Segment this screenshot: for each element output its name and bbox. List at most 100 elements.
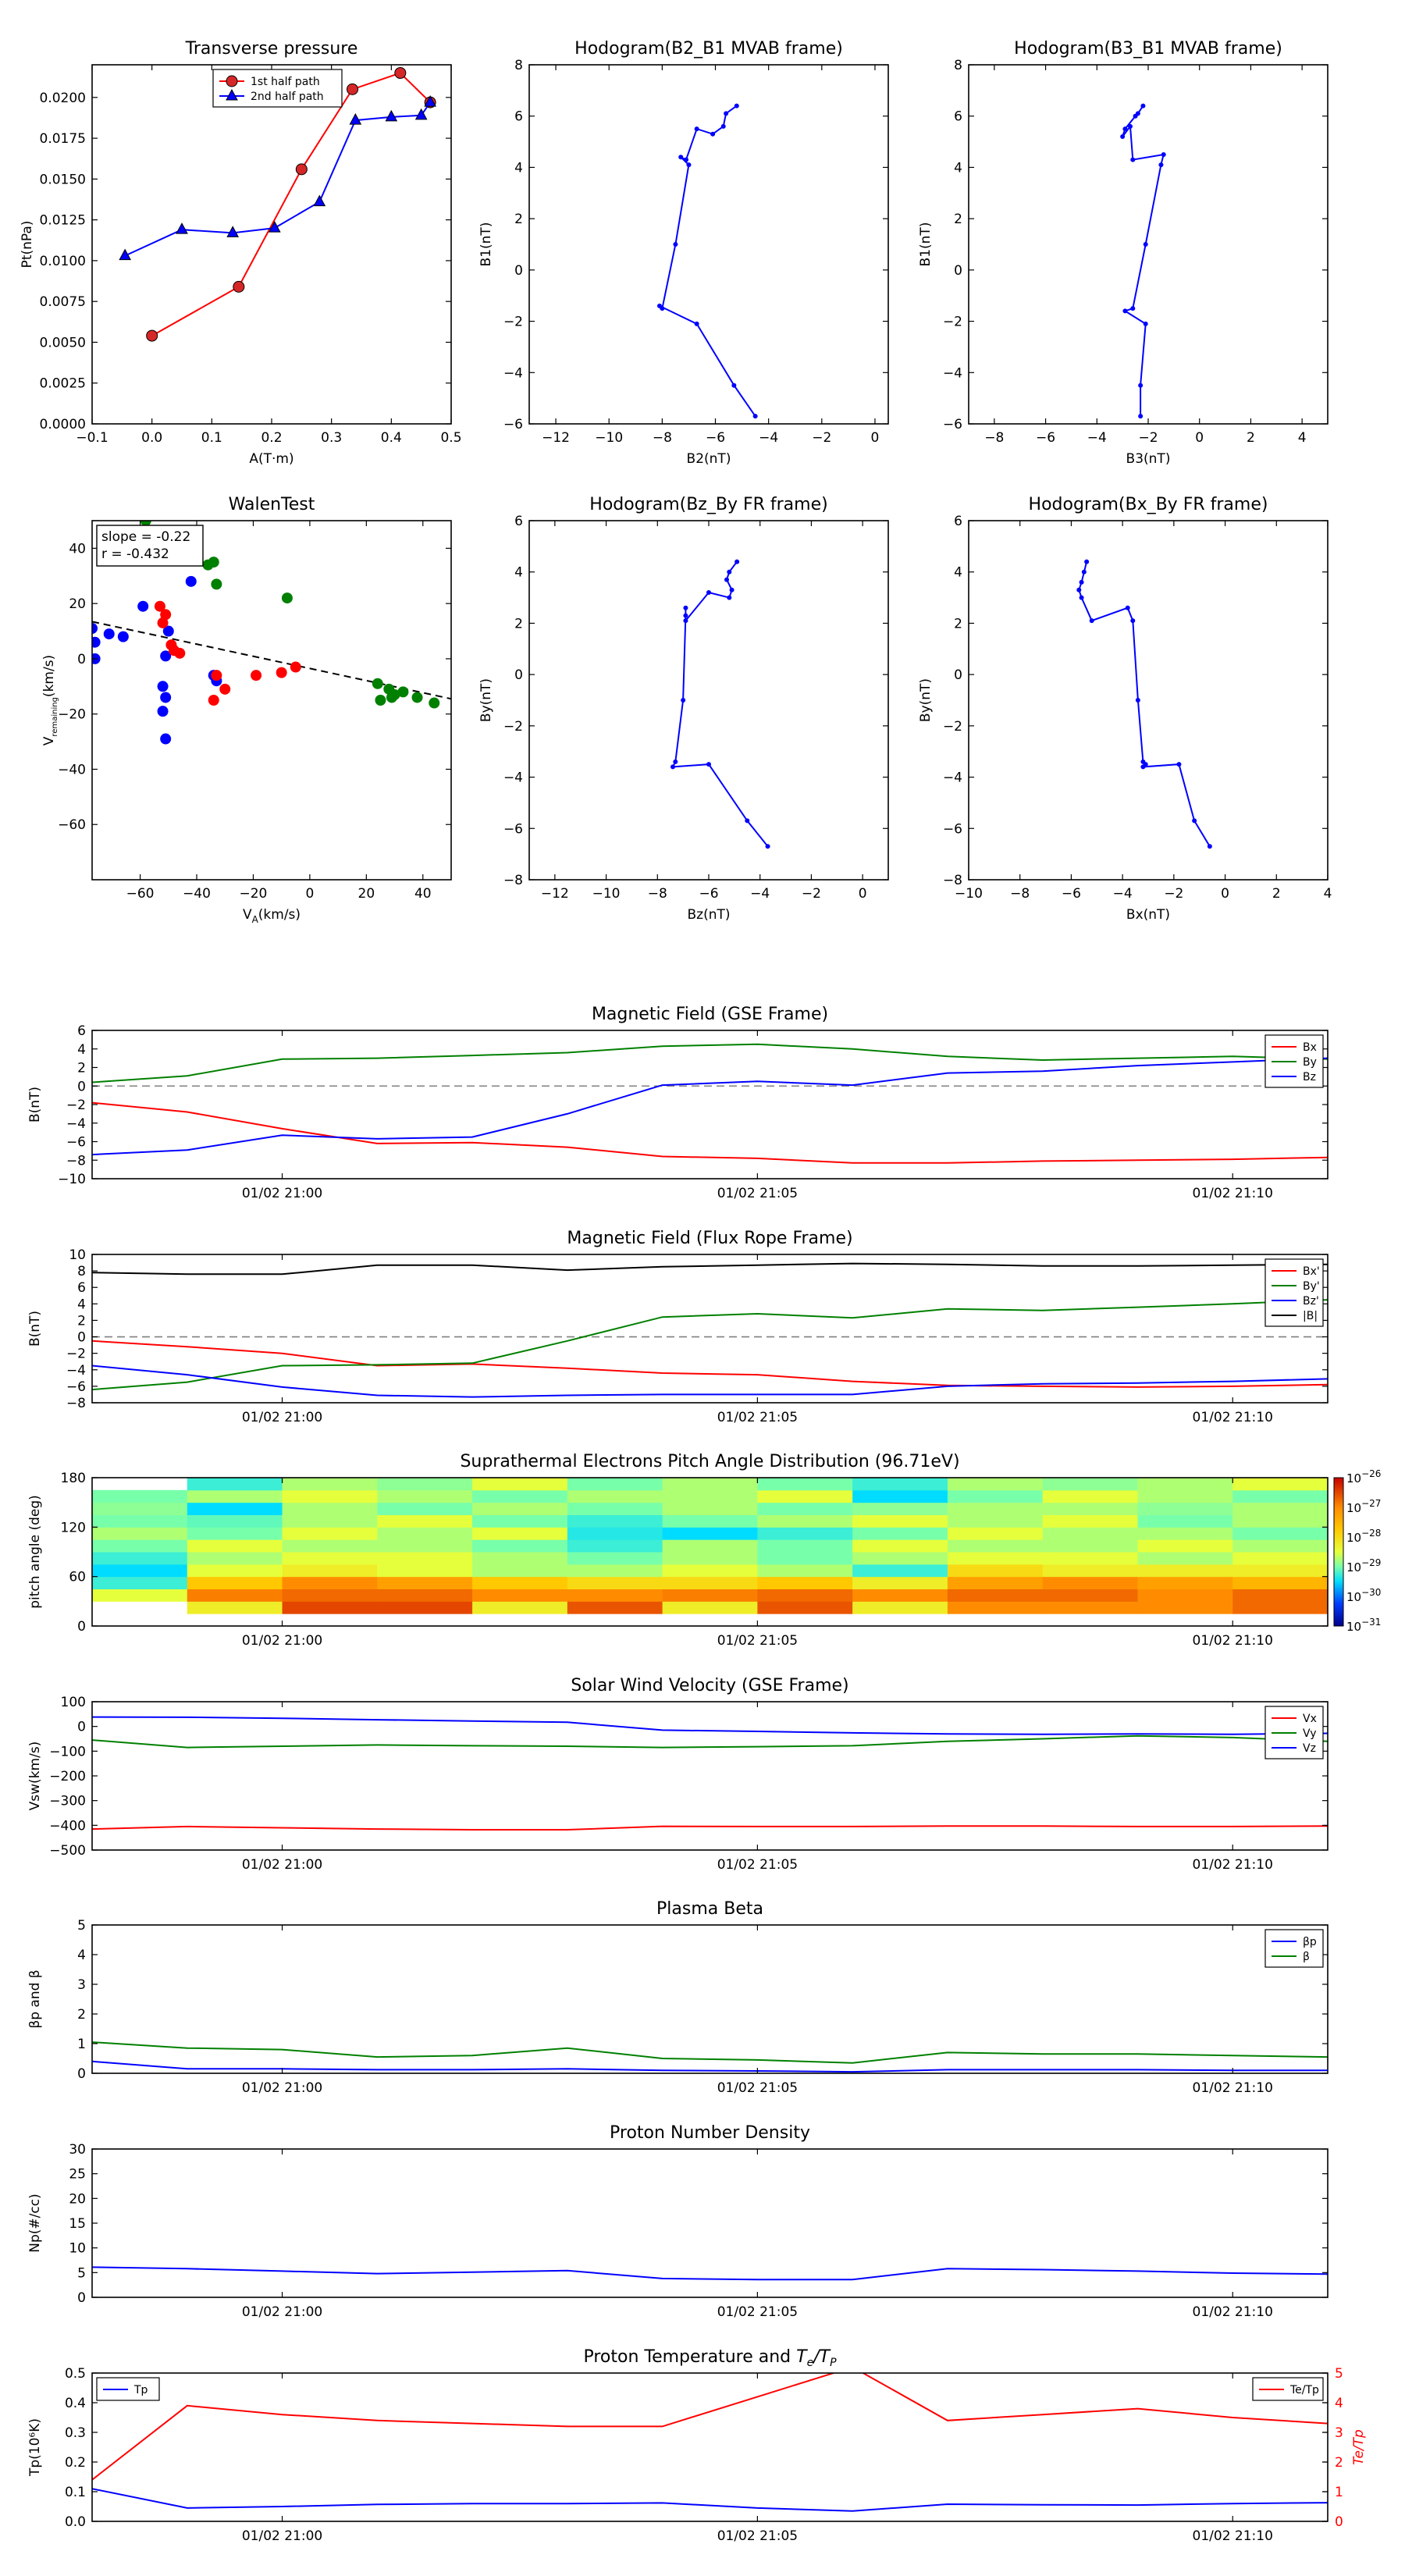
- heatmap-cell: [757, 1514, 853, 1528]
- np-frame: [91, 2148, 1329, 2298]
- chart-title: Suprathermal Electrons Pitch Angle Distr…: [460, 1452, 959, 1471]
- heatmap-cell: [282, 1576, 378, 1589]
- h4-frame: [968, 520, 1329, 881]
- data-point: [694, 126, 699, 132]
- heatmap-cell: [852, 1478, 948, 1491]
- annotation-text: slope = -0.22: [101, 529, 190, 545]
- scatter-point-green: [397, 686, 409, 698]
- heatmap-cell: [92, 1564, 188, 1578]
- y-tick-label: 60: [69, 1570, 86, 1585]
- chart-title: Hodogram(B2_B1 MVAB frame): [574, 39, 843, 59]
- heatmap-cell: [567, 1514, 663, 1528]
- x-tick-label: 0: [305, 886, 314, 902]
- y-tick-label: 100: [61, 1695, 86, 1710]
- heatmap-cell: [852, 1589, 948, 1602]
- y-tick-label: 0.3: [65, 2425, 86, 2441]
- scatter-point-green: [389, 688, 400, 700]
- y-tick-label-right: 0: [1335, 2514, 1343, 2530]
- heatmap-cell: [92, 1576, 188, 1589]
- heatmap-cell: [1042, 1478, 1138, 1491]
- y-tick-label: 4: [77, 1297, 86, 1312]
- data-point: [673, 242, 678, 247]
- x-tick-label: −8: [648, 886, 667, 902]
- heatmap-cell: [567, 1527, 663, 1540]
- x-axis-label: B2(nT): [687, 451, 731, 467]
- heatmap-cell: [1232, 1601, 1329, 1614]
- heatmap-cell: [377, 1589, 473, 1602]
- heatmap-cell: [757, 1502, 853, 1515]
- chart-vsw: Solar Wind Velocity (GSE Frame) −500 −400 −…: [27, 1676, 1329, 1873]
- y-tick-label: −8: [943, 873, 962, 888]
- scatter-point-red: [211, 670, 222, 681]
- y-tick-label-right: 2: [1335, 2455, 1343, 2471]
- x-tick-label: 4: [1298, 430, 1307, 446]
- y-tick-label: 8: [77, 1264, 86, 1279]
- time-tick-label: 01/02 21:05: [717, 1633, 798, 1649]
- time-tick-label: 01/02 21:10: [1193, 1633, 1273, 1649]
- x-tick-label: 20: [358, 886, 375, 902]
- heatmap-cell: [187, 1601, 283, 1614]
- y-tick-label: 0.0150: [40, 172, 86, 187]
- heatmap-cell: [852, 1527, 948, 1540]
- heatmap-cell: [852, 1502, 948, 1515]
- data-point: [752, 414, 758, 419]
- heatmap-cell: [92, 1502, 188, 1515]
- heatmap-cell: [187, 1527, 283, 1540]
- data-point: [673, 759, 678, 764]
- bfr-frame: [91, 1254, 1329, 1404]
- colorbar-exponent: −26: [1361, 1468, 1381, 1479]
- heatmap-cell: [662, 1601, 758, 1614]
- chart-title: Magnetic Field (GSE Frame): [592, 1005, 828, 1024]
- colorbar: [1333, 1477, 1344, 1627]
- y-tick-label: 0.5: [65, 2366, 86, 2382]
- heatmap-cell: [757, 1564, 853, 1578]
- x-tick-label: 2: [1272, 886, 1281, 902]
- x-axis-label: Bx(nT): [1126, 907, 1170, 923]
- y-axis-label: By(nT): [918, 678, 934, 722]
- series-line-Tp: [92, 2488, 1328, 2512]
- heatmap-cell: [1232, 1589, 1329, 1602]
- chart-title: Hodogram(B3_B1 MVAB frame): [1014, 39, 1282, 59]
- series-line-β: [92, 2041, 1328, 2064]
- chart-title: Proton Temperature and Te/TP: [583, 2347, 837, 2369]
- series-line-2nd half path: [124, 101, 432, 257]
- y-tick-label: 15: [69, 2216, 86, 2232]
- chart-bfr: Magnetic Field (Flux Rope Frame) −8−6−4−2…: [27, 1229, 1329, 1425]
- heatmap-cell: [947, 1514, 1044, 1528]
- y-tick-label: −4: [66, 1116, 86, 1132]
- scatter-point-green: [372, 678, 383, 689]
- y-tick-label: −6: [503, 417, 523, 432]
- chart-tp: Transverse pressure 0.0000 0.0025 0.0050 0.0…: [20, 39, 462, 467]
- y-tick-label: 10: [69, 1247, 86, 1263]
- x-axis-label: A(T·m): [249, 451, 293, 467]
- heatmap-cell: [662, 1589, 758, 1602]
- heatmap-cell: [377, 1564, 473, 1578]
- scatter-point-red: [157, 617, 169, 628]
- x-tick-label: −4: [1087, 430, 1107, 446]
- x-tick-label: 0: [859, 886, 867, 902]
- scatter-point-green: [211, 578, 222, 590]
- x-tick-label: 0: [1221, 886, 1229, 902]
- scatter-point-blue: [92, 636, 101, 648]
- y-tick-label: 2: [77, 2007, 86, 2023]
- data-point: [1122, 308, 1128, 314]
- scatter-point-blue: [137, 600, 149, 612]
- heatmap-cell: [472, 1564, 568, 1578]
- scatter-point-green: [375, 695, 386, 706]
- y-tick-label: −4: [503, 365, 523, 381]
- heatmap-cell: [662, 1576, 758, 1589]
- y-tick-label: 0: [514, 667, 523, 683]
- x-tick-label: −6: [1062, 886, 1081, 902]
- y-tick-label: 6: [954, 514, 962, 529]
- heatmap-cell: [757, 1552, 853, 1565]
- y-tick-label: 40: [69, 541, 86, 557]
- heatmap-cell: [377, 1539, 473, 1553]
- y-tick-label: 0.0075: [40, 294, 86, 310]
- data-point: [385, 109, 398, 122]
- heatmap-cell: [377, 1527, 473, 1540]
- y-tick-label: 0: [77, 652, 86, 667]
- chart-h4: Hodogram(Bx_By FR frame)−8−6−4−20246−10−…: [918, 495, 1332, 923]
- colorbar-base: 10: [1346, 1620, 1361, 1634]
- heatmap-cell: [852, 1564, 948, 1578]
